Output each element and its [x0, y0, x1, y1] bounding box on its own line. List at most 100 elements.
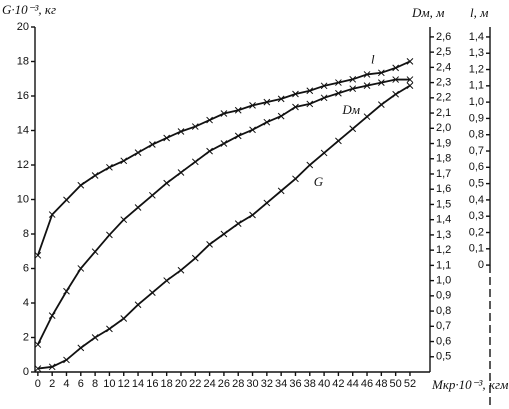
y2ticks-label: 2,4: [436, 61, 451, 73]
point-marker: [120, 157, 128, 165]
point-marker: [220, 110, 228, 117]
x-tick-label: 24: [203, 378, 215, 390]
point-marker: [177, 266, 185, 274]
point-marker: [349, 85, 357, 93]
yticks-label: 10: [17, 193, 29, 205]
point-marker: [77, 181, 85, 189]
x-tick-label: 16: [146, 378, 158, 390]
y2ticks-label: 0,9: [436, 290, 451, 302]
yticks-label: 8: [23, 228, 29, 240]
x-tick-label: 0: [35, 378, 41, 390]
point-marker: [63, 196, 70, 204]
point-marker: [163, 134, 171, 142]
point-marker: [263, 118, 271, 126]
y2ticks-label: 1,1: [436, 259, 451, 271]
point-marker: [48, 363, 56, 371]
point-marker: [349, 75, 357, 83]
point-marker: [277, 112, 285, 120]
point-marker: [349, 125, 357, 133]
point-marker: [206, 240, 213, 248]
point-marker: [106, 163, 113, 171]
point-marker: [34, 365, 42, 372]
point-marker: [320, 94, 328, 102]
point-marker: [292, 103, 299, 111]
point-marker: [320, 82, 328, 90]
point-marker: [34, 341, 42, 348]
point-marker: [363, 71, 371, 78]
point-marker: [106, 231, 113, 239]
point-marker: [277, 187, 285, 195]
y3ticks-label: 0,8: [469, 129, 484, 141]
point-marker: [220, 140, 228, 147]
x-tick-label: 52: [404, 378, 416, 390]
yticks-label: 20: [17, 21, 29, 33]
y3ticks-label: 1,2: [469, 63, 484, 75]
point-marker: [177, 128, 185, 135]
y2-axis-title: Dм, м: [411, 5, 444, 20]
x-tick-label: 2: [49, 378, 55, 390]
yticks-label: 2: [23, 331, 29, 343]
point-marker: [306, 100, 314, 108]
point-marker: [206, 147, 213, 155]
point-marker: [163, 179, 171, 187]
point-marker: [234, 106, 242, 114]
point-marker: [63, 287, 70, 295]
point-marker: [106, 325, 113, 333]
point-marker: [263, 98, 271, 106]
series-label: G: [314, 174, 324, 189]
x-tick-label: 38: [304, 378, 316, 390]
point-marker: [48, 211, 56, 218]
x-tick-label: 36: [289, 378, 301, 390]
point-marker: [91, 334, 99, 341]
point-marker: [34, 251, 42, 259]
yticks-label: 16: [17, 90, 29, 102]
x-tick-label: 32: [261, 378, 273, 390]
point-marker: [206, 116, 213, 124]
point-marker: [77, 265, 85, 272]
x-tick-label: 30: [246, 378, 258, 390]
series-label: Dм: [341, 102, 360, 117]
y2ticks-label: 1,4: [436, 214, 451, 226]
y3ticks-label: 0,3: [469, 210, 484, 222]
point-marker: [149, 141, 156, 148]
y3ticks-label: 0,5: [469, 178, 484, 190]
point-marker: [191, 123, 199, 130]
point-marker: [249, 211, 256, 219]
y2ticks-label: 2,3: [436, 77, 451, 89]
x-tick-label: 28: [232, 378, 244, 390]
y3ticks-label: 0,6: [469, 161, 484, 173]
point-marker: [377, 69, 385, 77]
point-marker: [91, 248, 99, 256]
point-marker: [406, 82, 414, 90]
x-tick-label: 40: [318, 378, 330, 390]
point-marker: [363, 82, 371, 89]
point-marker: [363, 113, 371, 121]
series-label: l: [371, 51, 375, 66]
y2ticks-label: 2,1: [436, 107, 451, 119]
x-tick-label: 6: [78, 378, 84, 390]
yticks-label: 6: [23, 262, 29, 274]
y2ticks-label: 0,7: [436, 320, 451, 332]
point-marker: [120, 216, 128, 224]
y2ticks-label: 1,3: [436, 229, 451, 241]
series-line: [37, 78, 410, 345]
y3ticks-label: 0,2: [469, 226, 484, 238]
y2ticks-label: 1,9: [436, 137, 451, 149]
point-marker: [77, 344, 85, 352]
point-marker: [191, 158, 199, 166]
point-marker: [134, 149, 142, 157]
y2ticks-label: 1,7: [436, 168, 451, 180]
point-marker: [120, 315, 128, 322]
y2ticks-label: 0,5: [436, 351, 451, 363]
point-marker: [335, 79, 342, 86]
yticks-label: 12: [17, 159, 29, 171]
series-line: [37, 84, 411, 370]
point-marker: [377, 79, 385, 86]
point-marker: [392, 90, 400, 98]
point-marker: [149, 289, 156, 297]
y2ticks-label: 1,2: [436, 244, 451, 256]
y2ticks-label: 2,0: [436, 122, 451, 134]
y3ticks-label: 0,7: [469, 145, 484, 157]
x-tick-label: 20: [175, 378, 187, 390]
